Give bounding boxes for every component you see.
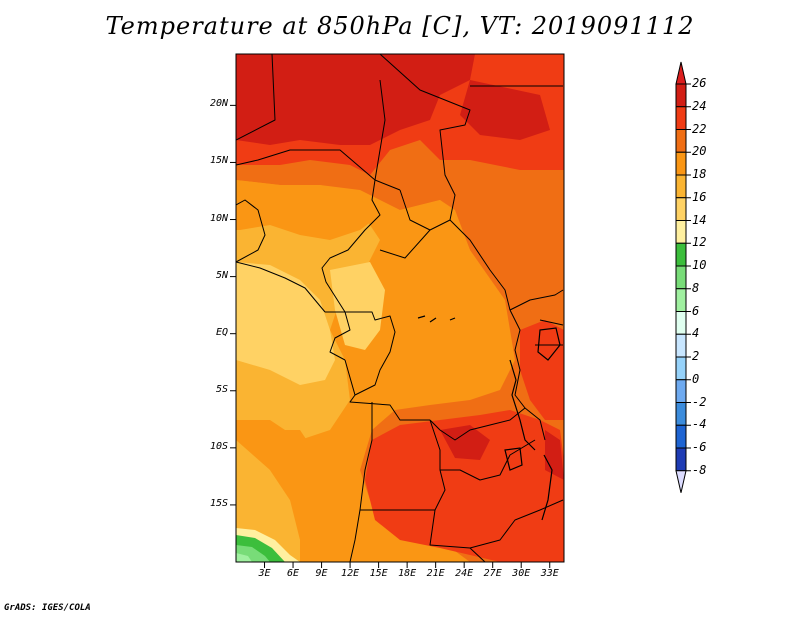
colorbar-label: 8 <box>692 280 700 295</box>
colorbar-label: 0 <box>692 371 700 386</box>
colorbar-segment <box>675 424 687 449</box>
colorbar-over-triangle <box>675 61 687 85</box>
colorbar-segment <box>675 220 687 244</box>
colorbar-label: 16 <box>692 189 707 204</box>
latitude-label: 5S <box>215 383 228 395</box>
colorbar-label: 18 <box>692 167 707 181</box>
colorbar-segment <box>675 447 687 472</box>
latitude-label: 10N <box>209 212 228 224</box>
latitude-label: 15S <box>209 497 228 509</box>
colorbar-label: -8 <box>692 462 707 477</box>
country-boundaries <box>236 54 564 562</box>
temperature-region-t20 <box>260 430 330 520</box>
latitude-label: 10S <box>209 440 228 452</box>
lakes <box>417 315 561 521</box>
longitude-label: 24E <box>455 568 474 579</box>
colorbar-label: 14 <box>692 212 707 227</box>
longitude-label: 27E <box>483 568 502 579</box>
longitude-label: 21E <box>426 568 445 579</box>
map-title: Temperature at 850hPa [C], VT: 201909111… <box>105 12 695 40</box>
temperature-region-t20 <box>236 180 380 240</box>
colorbar-label: 6 <box>692 303 700 318</box>
colorbar-segment <box>675 402 687 426</box>
longitude-label: 18E <box>398 568 417 579</box>
temperature-region-t16 <box>330 262 385 350</box>
temperature-region-t8 <box>236 553 252 562</box>
temperature-region-t26 <box>545 430 564 480</box>
colorbar-label: -6 <box>692 440 707 454</box>
colorbar-segment <box>675 197 687 221</box>
temperature-region-t24 <box>365 410 564 562</box>
colorbar-segment <box>675 356 687 381</box>
colorbar-segment <box>675 106 687 130</box>
longitude-label: 9E <box>315 568 328 579</box>
temperature-region-t26 <box>460 80 550 140</box>
latitude-label: 20N <box>209 98 228 110</box>
longitude-label: 6E <box>287 568 300 579</box>
colorbar-label: 12 <box>692 235 707 250</box>
temperature-region-t26 <box>236 54 475 145</box>
latitude-label: 15N <box>209 155 228 167</box>
colorbar-label: -2 <box>692 394 707 409</box>
longitude-label: 3E <box>258 568 271 579</box>
colorbar-label: 26 <box>692 76 707 90</box>
colorbar-segment <box>675 265 687 290</box>
latitude-label: EQ <box>215 326 228 338</box>
colorbar-segment <box>675 288 687 312</box>
map-frame <box>235 53 565 563</box>
colorbar-label: 10 <box>692 258 707 272</box>
temperature-region-t26 <box>440 425 490 460</box>
latitude-label: 5N <box>215 269 228 281</box>
grads-credit: GrADS: IGES/COLA <box>4 603 91 613</box>
colorbar-label: 2 <box>692 349 700 363</box>
colorbar-segment <box>675 83 687 108</box>
longitude-label: 12E <box>341 568 360 579</box>
colorbar-segment <box>675 174 687 199</box>
temperature-field <box>236 54 564 562</box>
longitude-label: 30E <box>512 568 531 579</box>
temperature-region-t16 <box>236 262 335 385</box>
colorbar-label: 22 <box>692 121 707 136</box>
longitude-label: 15E <box>369 568 388 579</box>
colorbar <box>675 61 691 493</box>
colorbar-segment <box>675 151 687 176</box>
colorbar-under-triangle <box>675 470 687 493</box>
axis-ticks <box>230 104 551 568</box>
colorbar-segment <box>675 311 687 335</box>
colorbar-segment <box>675 379 687 403</box>
colorbar-segment <box>675 333 687 358</box>
longitude-label: 33E <box>540 568 559 579</box>
colorbar-label: 20 <box>692 144 707 159</box>
colorbar-segment <box>675 242 687 267</box>
colorbar-segment <box>675 129 687 153</box>
colorbar-label: -4 <box>692 417 707 432</box>
colorbar-label: 24 <box>692 98 707 113</box>
colorbar-label: 4 <box>692 326 700 341</box>
temperature-region-t20 <box>395 200 470 275</box>
